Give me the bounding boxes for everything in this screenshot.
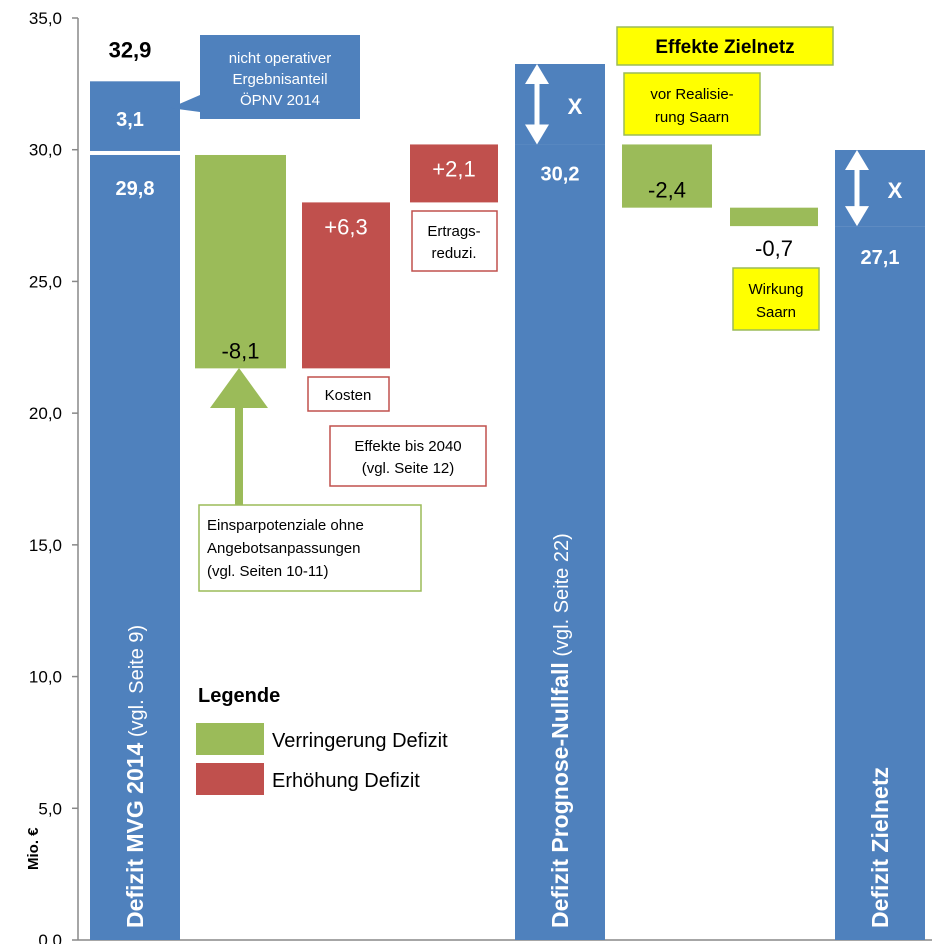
arrow-up-head-icon bbox=[525, 64, 549, 84]
bar-value-label-saarn: -0,7 bbox=[755, 236, 793, 261]
bar-kosten bbox=[302, 202, 390, 369]
vor-realisierung-line1: vor Realisie- bbox=[650, 86, 733, 103]
y-tick-label: 30,0 bbox=[29, 141, 62, 160]
bar-value-label-mvg2014: 29,8 bbox=[116, 178, 155, 200]
ertrag-line2: reduzi. bbox=[431, 245, 476, 262]
bar-title-nullfall: Defizit Prognose-Nullfall (vgl. Seite 22… bbox=[547, 533, 573, 928]
kosten-text: Kosten bbox=[325, 387, 372, 404]
vor-realisierung-line2: rung Saarn bbox=[655, 109, 729, 126]
arrow-down-head-icon bbox=[525, 124, 549, 145]
bar-value-label-nullfall: 30,2 bbox=[541, 163, 580, 185]
arrow-up-icon bbox=[210, 368, 268, 505]
callout-nicht-operativ-line1: nicht operativer bbox=[229, 50, 332, 67]
bar-value-label-zielnetz: 27,1 bbox=[861, 247, 900, 269]
y-axis-ticks: 0,0 5,0 10,0 15,0 20,0 25,0 30,0 35,0 bbox=[29, 9, 78, 944]
legend-label-increase: Erhöhung Defizit bbox=[272, 770, 420, 792]
y-tick-label: 35,0 bbox=[29, 9, 62, 28]
bar-title-bold: Defizit Prognose-Nullfall bbox=[547, 662, 573, 928]
annotation-kosten: Kosten bbox=[307, 376, 390, 412]
bar-zielnetz_vor bbox=[622, 144, 712, 208]
bar-ertrag bbox=[410, 144, 498, 203]
bar-title-zielnetz: Defizit Zielnetz bbox=[867, 767, 893, 928]
y-tick-label: 5,0 bbox=[38, 799, 62, 818]
legend: Legende Verringerung Defizit Erhöhung De… bbox=[196, 685, 448, 795]
wirkung-saarn-line1: Wirkung bbox=[748, 281, 803, 298]
bar-value-label-einspar: -8,1 bbox=[222, 338, 260, 363]
ertrag-line1: Ertrags- bbox=[427, 223, 480, 240]
y-tick-label: 20,0 bbox=[29, 404, 62, 423]
bar-einspar bbox=[195, 154, 286, 369]
bar-mvg2014-stacked-label: 3,1 bbox=[116, 109, 144, 131]
annotation-einsparpotenziale: Einsparpotenziale ohne Angebotsanpassung… bbox=[198, 504, 422, 592]
legend-swatch-increase bbox=[196, 763, 264, 795]
arrow-down-head-icon bbox=[845, 206, 869, 227]
bar-title-bold: Defizit MVG 2014 bbox=[122, 742, 148, 928]
bar-nullfall bbox=[515, 144, 605, 941]
bar-saarn bbox=[730, 207, 818, 227]
einspar-line2: Angebotsanpassungen bbox=[207, 540, 360, 557]
annotation-wirkung-saarn: Wirkung Saarn bbox=[732, 267, 820, 331]
bar-zielnetz-extension bbox=[835, 150, 925, 227]
annotations-layer: nicht operativer Ergebnisanteil ÖPNV 201… bbox=[170, 26, 834, 795]
bar-mvg2014-stacked-segment bbox=[90, 81, 180, 151]
bar-title-mvg2014: Defizit MVG 2014 (vgl. Seite 9) bbox=[122, 625, 148, 928]
bar-nullfall-extension bbox=[515, 64, 605, 145]
einspar-line1: Einsparpotenziale ohne bbox=[207, 517, 364, 534]
annotation-ertrag: Ertrags- reduzi. bbox=[411, 210, 498, 272]
x-marker-label-nullfall: X bbox=[568, 94, 583, 119]
y-axis-unit: Mio. € bbox=[25, 827, 42, 870]
legend-title: Legende bbox=[198, 685, 280, 707]
y-tick-label: 10,0 bbox=[29, 668, 62, 687]
annotation-vor-realisierung: vor Realisie- rung Saarn bbox=[623, 72, 761, 136]
x-marker-label-zielnetz: X bbox=[888, 178, 903, 203]
bar-mvg2014-total-label: 32,9 bbox=[109, 37, 152, 62]
callout-nicht-operativ: nicht operativer Ergebnisanteil ÖPNV 201… bbox=[170, 35, 360, 119]
y-tick-label: 0,0 bbox=[38, 931, 62, 944]
y-tick-label: 15,0 bbox=[29, 536, 62, 555]
bar-title-rest: (vgl. Seite 22) bbox=[551, 533, 573, 662]
bar-value-label-ertrag: +2,1 bbox=[432, 156, 475, 181]
legend-label-decrease: Verringerung Defizit bbox=[272, 730, 448, 752]
bar-zielnetz bbox=[835, 226, 925, 940]
bar-title-bold: Defizit Zielnetz bbox=[867, 767, 893, 928]
bar-value-label-kosten: +6,3 bbox=[324, 214, 367, 239]
y-tick-label: 25,0 bbox=[29, 272, 62, 291]
annotation-effekte-2040: Effekte bis 2040 (vgl. Seite 12) bbox=[329, 425, 487, 487]
bars-layer: 3,1 32,9 29,8 -8,1 +6,3 +2,1 30,2 -2,4 -0,7 27,1 D… bbox=[90, 37, 925, 941]
callout-nicht-operativ-line3: ÖPNV 2014 bbox=[240, 91, 320, 109]
wirkung-saarn-line2: Saarn bbox=[756, 304, 796, 321]
annotation-effekte-zielnetz: Effekte Zielnetz bbox=[616, 26, 834, 66]
arrow-up-head-icon bbox=[845, 150, 869, 170]
einspar-line3: (vgl. Seiten 10-11) bbox=[207, 563, 328, 580]
bar-value-label-zielnetz_vor: -2,4 bbox=[648, 178, 686, 203]
effekte2040-line1: Effekte bis 2040 bbox=[354, 438, 461, 455]
bar-title-rest: (vgl. Seite 9) bbox=[126, 625, 148, 743]
callout-nicht-operativ-line2: Ergebnisanteil bbox=[232, 71, 327, 88]
bar-mvg2014 bbox=[90, 154, 180, 941]
effekte2040-line2: (vgl. Seite 12) bbox=[362, 460, 455, 477]
effekte-zielnetz-text: Effekte Zielnetz bbox=[655, 37, 794, 58]
legend-swatch-decrease bbox=[196, 723, 264, 755]
